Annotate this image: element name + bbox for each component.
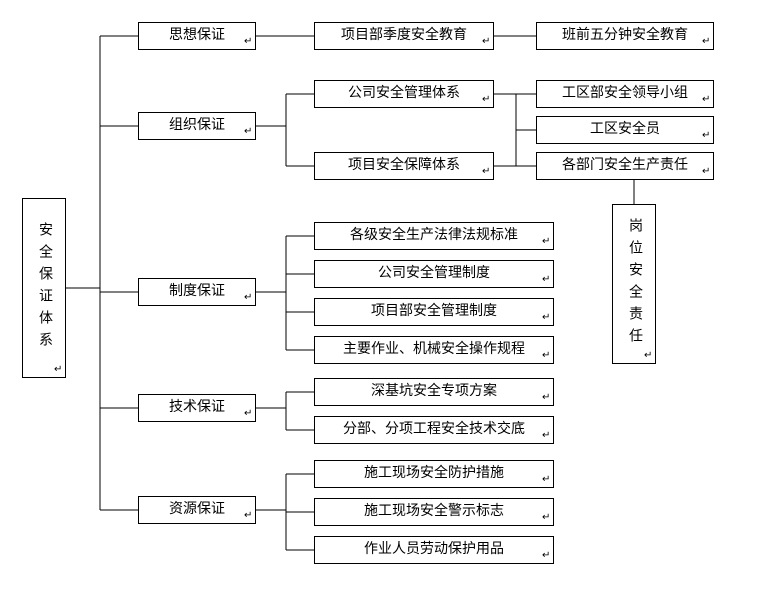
node-l2_30: 深基坑安全专项方案 <box>314 378 554 406</box>
return-symbol: ↵ <box>482 94 490 105</box>
return-symbol: ↵ <box>702 94 710 105</box>
return-symbol: ↵ <box>702 166 710 177</box>
node-l1_1: 组织保证 <box>138 112 256 140</box>
node-label: 深基坑安全专项方案 <box>371 383 497 401</box>
node-label: 主要作业、机械安全操作规程 <box>343 341 525 359</box>
return-symbol: ↵ <box>542 312 550 323</box>
node-label: 项目部季度安全教育 <box>341 27 467 45</box>
node-label: 分部、分项工程安全技术交底 <box>343 421 525 439</box>
return-symbol: ↵ <box>482 166 490 177</box>
node-label: 施工现场安全防护措施 <box>364 465 504 483</box>
node-label: 工区部安全领导小组 <box>562 85 688 103</box>
return-symbol: ↵ <box>244 36 252 47</box>
node-label: 思想保证 <box>169 27 225 45</box>
return-symbol: ↵ <box>702 130 710 141</box>
node-l2_22: 项目部安全管理制度 <box>314 298 554 326</box>
node-l3_10: 工区部安全领导小组 <box>536 80 714 108</box>
return-symbol: ↵ <box>542 274 550 285</box>
node-l1_4: 资源保证 <box>138 496 256 524</box>
return-symbol: ↵ <box>644 350 652 361</box>
node-l1_2: 制度保证 <box>138 278 256 306</box>
node-label: 项目部安全管理制度 <box>371 303 497 321</box>
node-l2_10: 公司安全管理体系 <box>314 80 494 108</box>
node-label: 岗位安全责任 <box>624 218 644 350</box>
node-l2_21: 公司安全管理制度 <box>314 260 554 288</box>
node-label: 班前五分钟安全教育 <box>562 27 688 45</box>
node-label: 组织保证 <box>169 117 225 135</box>
return-symbol: ↵ <box>542 392 550 403</box>
node-l2_20: 各级安全生产法律法规标准 <box>314 222 554 250</box>
return-symbol: ↵ <box>542 550 550 561</box>
node-l1_0: 思想保证 <box>138 22 256 50</box>
node-l3_00: 班前五分钟安全教育 <box>536 22 714 50</box>
node-label: 项目安全保障体系 <box>348 157 460 175</box>
node-label: 工区安全员 <box>590 121 660 139</box>
return-symbol: ↵ <box>54 364 62 375</box>
return-symbol: ↵ <box>702 36 710 47</box>
return-symbol: ↵ <box>542 474 550 485</box>
node-label: 资源保证 <box>169 501 225 519</box>
node-l3_11: 工区安全员 <box>536 116 714 144</box>
node-label: 各部门安全生产责任 <box>562 157 688 175</box>
node-label: 制度保证 <box>169 283 225 301</box>
return-symbol: ↵ <box>542 236 550 247</box>
node-l2_11: 项目安全保障体系 <box>314 152 494 180</box>
return-symbol: ↵ <box>244 510 252 521</box>
return-symbol: ↵ <box>244 408 252 419</box>
node-label: 技术保证 <box>169 399 225 417</box>
node-l2_42: 作业人员劳动保护用品 <box>314 536 554 564</box>
node-label: 安全保证体系 <box>34 222 54 354</box>
node-l2_23: 主要作业、机械安全操作规程 <box>314 336 554 364</box>
node-l1_3: 技术保证 <box>138 394 256 422</box>
return-symbol: ↵ <box>542 430 550 441</box>
return-symbol: ↵ <box>482 36 490 47</box>
return-symbol: ↵ <box>542 350 550 361</box>
return-symbol: ↵ <box>244 126 252 137</box>
node-l2_41: 施工现场安全警示标志 <box>314 498 554 526</box>
node-l2_31: 分部、分项工程安全技术交底 <box>314 416 554 444</box>
node-l2_40: 施工现场安全防护措施 <box>314 460 554 488</box>
node-label: 施工现场安全警示标志 <box>364 503 504 521</box>
node-label: 作业人员劳动保护用品 <box>364 541 504 559</box>
node-l3_12: 各部门安全生产责任 <box>536 152 714 180</box>
return-symbol: ↵ <box>244 292 252 303</box>
return-symbol: ↵ <box>542 512 550 523</box>
node-root: 安全保证体系 <box>22 198 66 378</box>
node-label: 各级安全生产法律法规标准 <box>350 227 518 245</box>
node-l2_00: 项目部季度安全教育 <box>314 22 494 50</box>
node-label: 公司安全管理体系 <box>348 85 460 103</box>
node-root: 岗位安全责任 <box>612 204 656 364</box>
node-label: 公司安全管理制度 <box>378 265 490 283</box>
